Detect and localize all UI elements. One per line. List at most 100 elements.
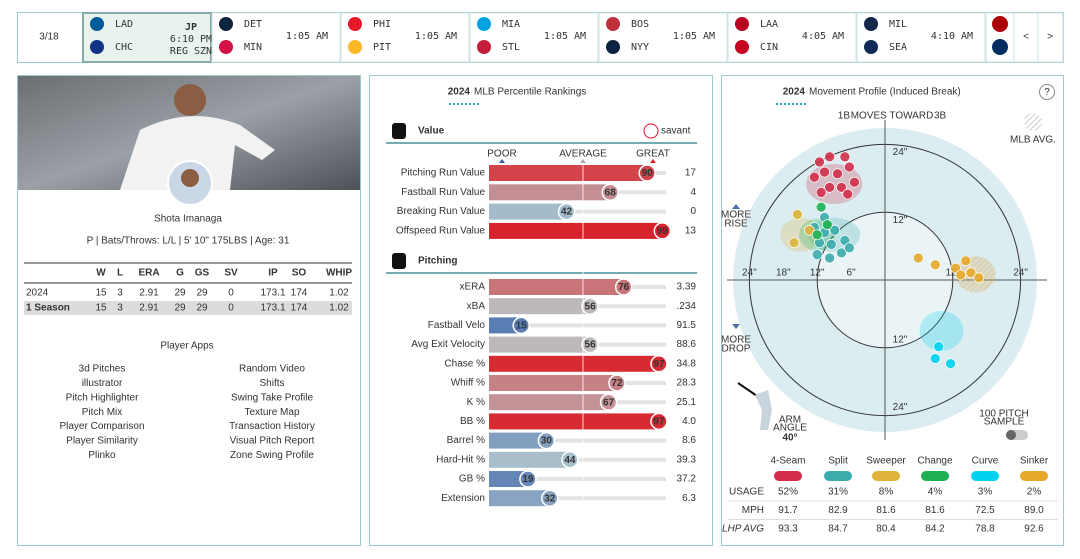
game-time: 1:05 AM bbox=[544, 31, 586, 42]
percentile-value: 56 bbox=[585, 301, 597, 312]
pitch-stat: 93.3 bbox=[778, 524, 798, 535]
pitch-stat: 52% bbox=[778, 487, 798, 498]
percentile-bar bbox=[489, 203, 567, 220]
pitch-point bbox=[824, 181, 835, 193]
metric-value: .234 bbox=[677, 301, 697, 312]
pitch-stat: 84.2 bbox=[925, 524, 945, 535]
x-tick-label: 12" bbox=[945, 268, 960, 279]
metric-label: Avg Exit Velocity bbox=[411, 339, 485, 350]
app-link[interactable]: Pitch Highlighter bbox=[66, 392, 139, 403]
pitch-point bbox=[824, 252, 835, 264]
pitch-swatch bbox=[971, 471, 999, 481]
game-time: 1:05 AM bbox=[415, 31, 457, 42]
pitch-stat: 81.6 bbox=[876, 505, 896, 516]
home-team: SEA bbox=[889, 42, 907, 53]
stat-cell: 29 bbox=[196, 303, 208, 314]
stat-cell: 29 bbox=[174, 303, 186, 314]
percentile-circle bbox=[519, 470, 537, 488]
pitch-stat: 3% bbox=[978, 487, 993, 498]
stat-cell: 0 bbox=[228, 303, 234, 314]
metric-label: xERA bbox=[459, 282, 485, 293]
pitch-stat: 78.8 bbox=[975, 524, 995, 535]
metric-label: Breaking Run Value bbox=[397, 206, 486, 217]
game-box[interactable] bbox=[469, 12, 599, 63]
away-team: MIA bbox=[502, 19, 520, 30]
app-link[interactable]: Zone Swing Profile bbox=[230, 450, 314, 461]
pitch-point bbox=[824, 151, 835, 163]
percentile-value: 97 bbox=[653, 359, 665, 370]
metric-value: 17 bbox=[685, 168, 697, 179]
team-logo bbox=[348, 17, 362, 31]
percentile-value: 15 bbox=[516, 321, 528, 332]
pitch-point bbox=[849, 176, 860, 188]
game-box[interactable] bbox=[82, 12, 212, 63]
game-box[interactable] bbox=[211, 12, 341, 63]
percentile-bar bbox=[489, 222, 663, 239]
percentile-value: 67 bbox=[603, 397, 615, 408]
metric-value: 4 bbox=[690, 187, 696, 198]
app-link[interactable]: Plinko bbox=[88, 450, 116, 461]
app-link[interactable]: Player Similarity bbox=[66, 436, 138, 447]
percentile-value: 90 bbox=[642, 168, 654, 179]
arm-angle-figure bbox=[755, 390, 772, 430]
game-box[interactable] bbox=[856, 12, 986, 63]
percentile-value: 30 bbox=[541, 436, 553, 447]
pitch-point bbox=[933, 341, 945, 353]
team-logo bbox=[606, 40, 620, 54]
team-logo bbox=[90, 17, 104, 31]
arm-angle-value: 40° bbox=[782, 433, 797, 444]
game-box[interactable] bbox=[727, 12, 857, 63]
stat-cell: 15 bbox=[95, 303, 107, 314]
pitch-name: Curve bbox=[972, 456, 999, 467]
game-time: 4:05 AM bbox=[802, 31, 844, 42]
pitch-point bbox=[955, 269, 967, 281]
app-link[interactable]: Shifts bbox=[259, 378, 284, 389]
rise-label: MORE bbox=[721, 210, 751, 221]
percentile-bar bbox=[489, 336, 591, 353]
app-link[interactable]: Random Video bbox=[239, 364, 305, 375]
metric-label: K % bbox=[467, 397, 485, 408]
app-link[interactable]: Transaction History bbox=[229, 421, 315, 432]
pitch-stat: 31% bbox=[828, 487, 848, 498]
pitch-point bbox=[844, 242, 855, 254]
pitch-name: Change bbox=[917, 456, 952, 467]
metric-value: 0 bbox=[690, 206, 696, 217]
percentile-circle bbox=[653, 222, 672, 240]
help-button[interactable] bbox=[1039, 84, 1055, 100]
percentile-value: 19 bbox=[522, 474, 534, 485]
section-title: Pitching bbox=[418, 256, 457, 267]
stat-cell: 2024 bbox=[26, 288, 49, 299]
nav-button[interactable] bbox=[1037, 12, 1064, 63]
rise-arrow bbox=[732, 204, 740, 209]
home-team: CHC bbox=[115, 42, 133, 53]
percentile-circle bbox=[601, 183, 619, 202]
pitch-point bbox=[814, 156, 825, 168]
app-link[interactable]: Pitch Mix bbox=[82, 407, 123, 418]
game-box[interactable] bbox=[340, 12, 470, 63]
direction-right: 3B bbox=[934, 111, 947, 122]
app-link[interactable]: Player Comparison bbox=[59, 421, 144, 432]
game-box[interactable] bbox=[598, 12, 728, 63]
metric-label: xBA bbox=[467, 301, 486, 312]
row-label: MPH bbox=[742, 505, 764, 516]
nav-button[interactable] bbox=[1013, 12, 1039, 63]
app-link[interactable]: illustrator bbox=[82, 378, 123, 389]
pitch-point bbox=[822, 219, 833, 230]
app-link[interactable]: Visual Pitch Report bbox=[230, 436, 315, 447]
team-logo bbox=[735, 40, 749, 54]
app-link[interactable]: Texture Map bbox=[244, 407, 299, 418]
pitch-name: 4-Seam bbox=[770, 456, 805, 467]
percentile-value: 42 bbox=[561, 207, 573, 218]
percentile-bar bbox=[489, 355, 659, 372]
app-link[interactable]: 3d Pitches bbox=[79, 364, 126, 375]
game-time: 4:10 AM bbox=[931, 31, 973, 42]
away-team: MIL bbox=[889, 19, 907, 30]
home-team: PIT bbox=[373, 42, 391, 53]
metric-label: Fastball Velo bbox=[428, 320, 486, 331]
app-link[interactable]: Swing Take Profile bbox=[231, 392, 314, 403]
pitch-stat: 4% bbox=[928, 487, 943, 498]
stat-cell: 173.1 bbox=[260, 303, 285, 314]
away-team: LAD bbox=[115, 19, 133, 30]
away-team: DET bbox=[244, 19, 262, 30]
